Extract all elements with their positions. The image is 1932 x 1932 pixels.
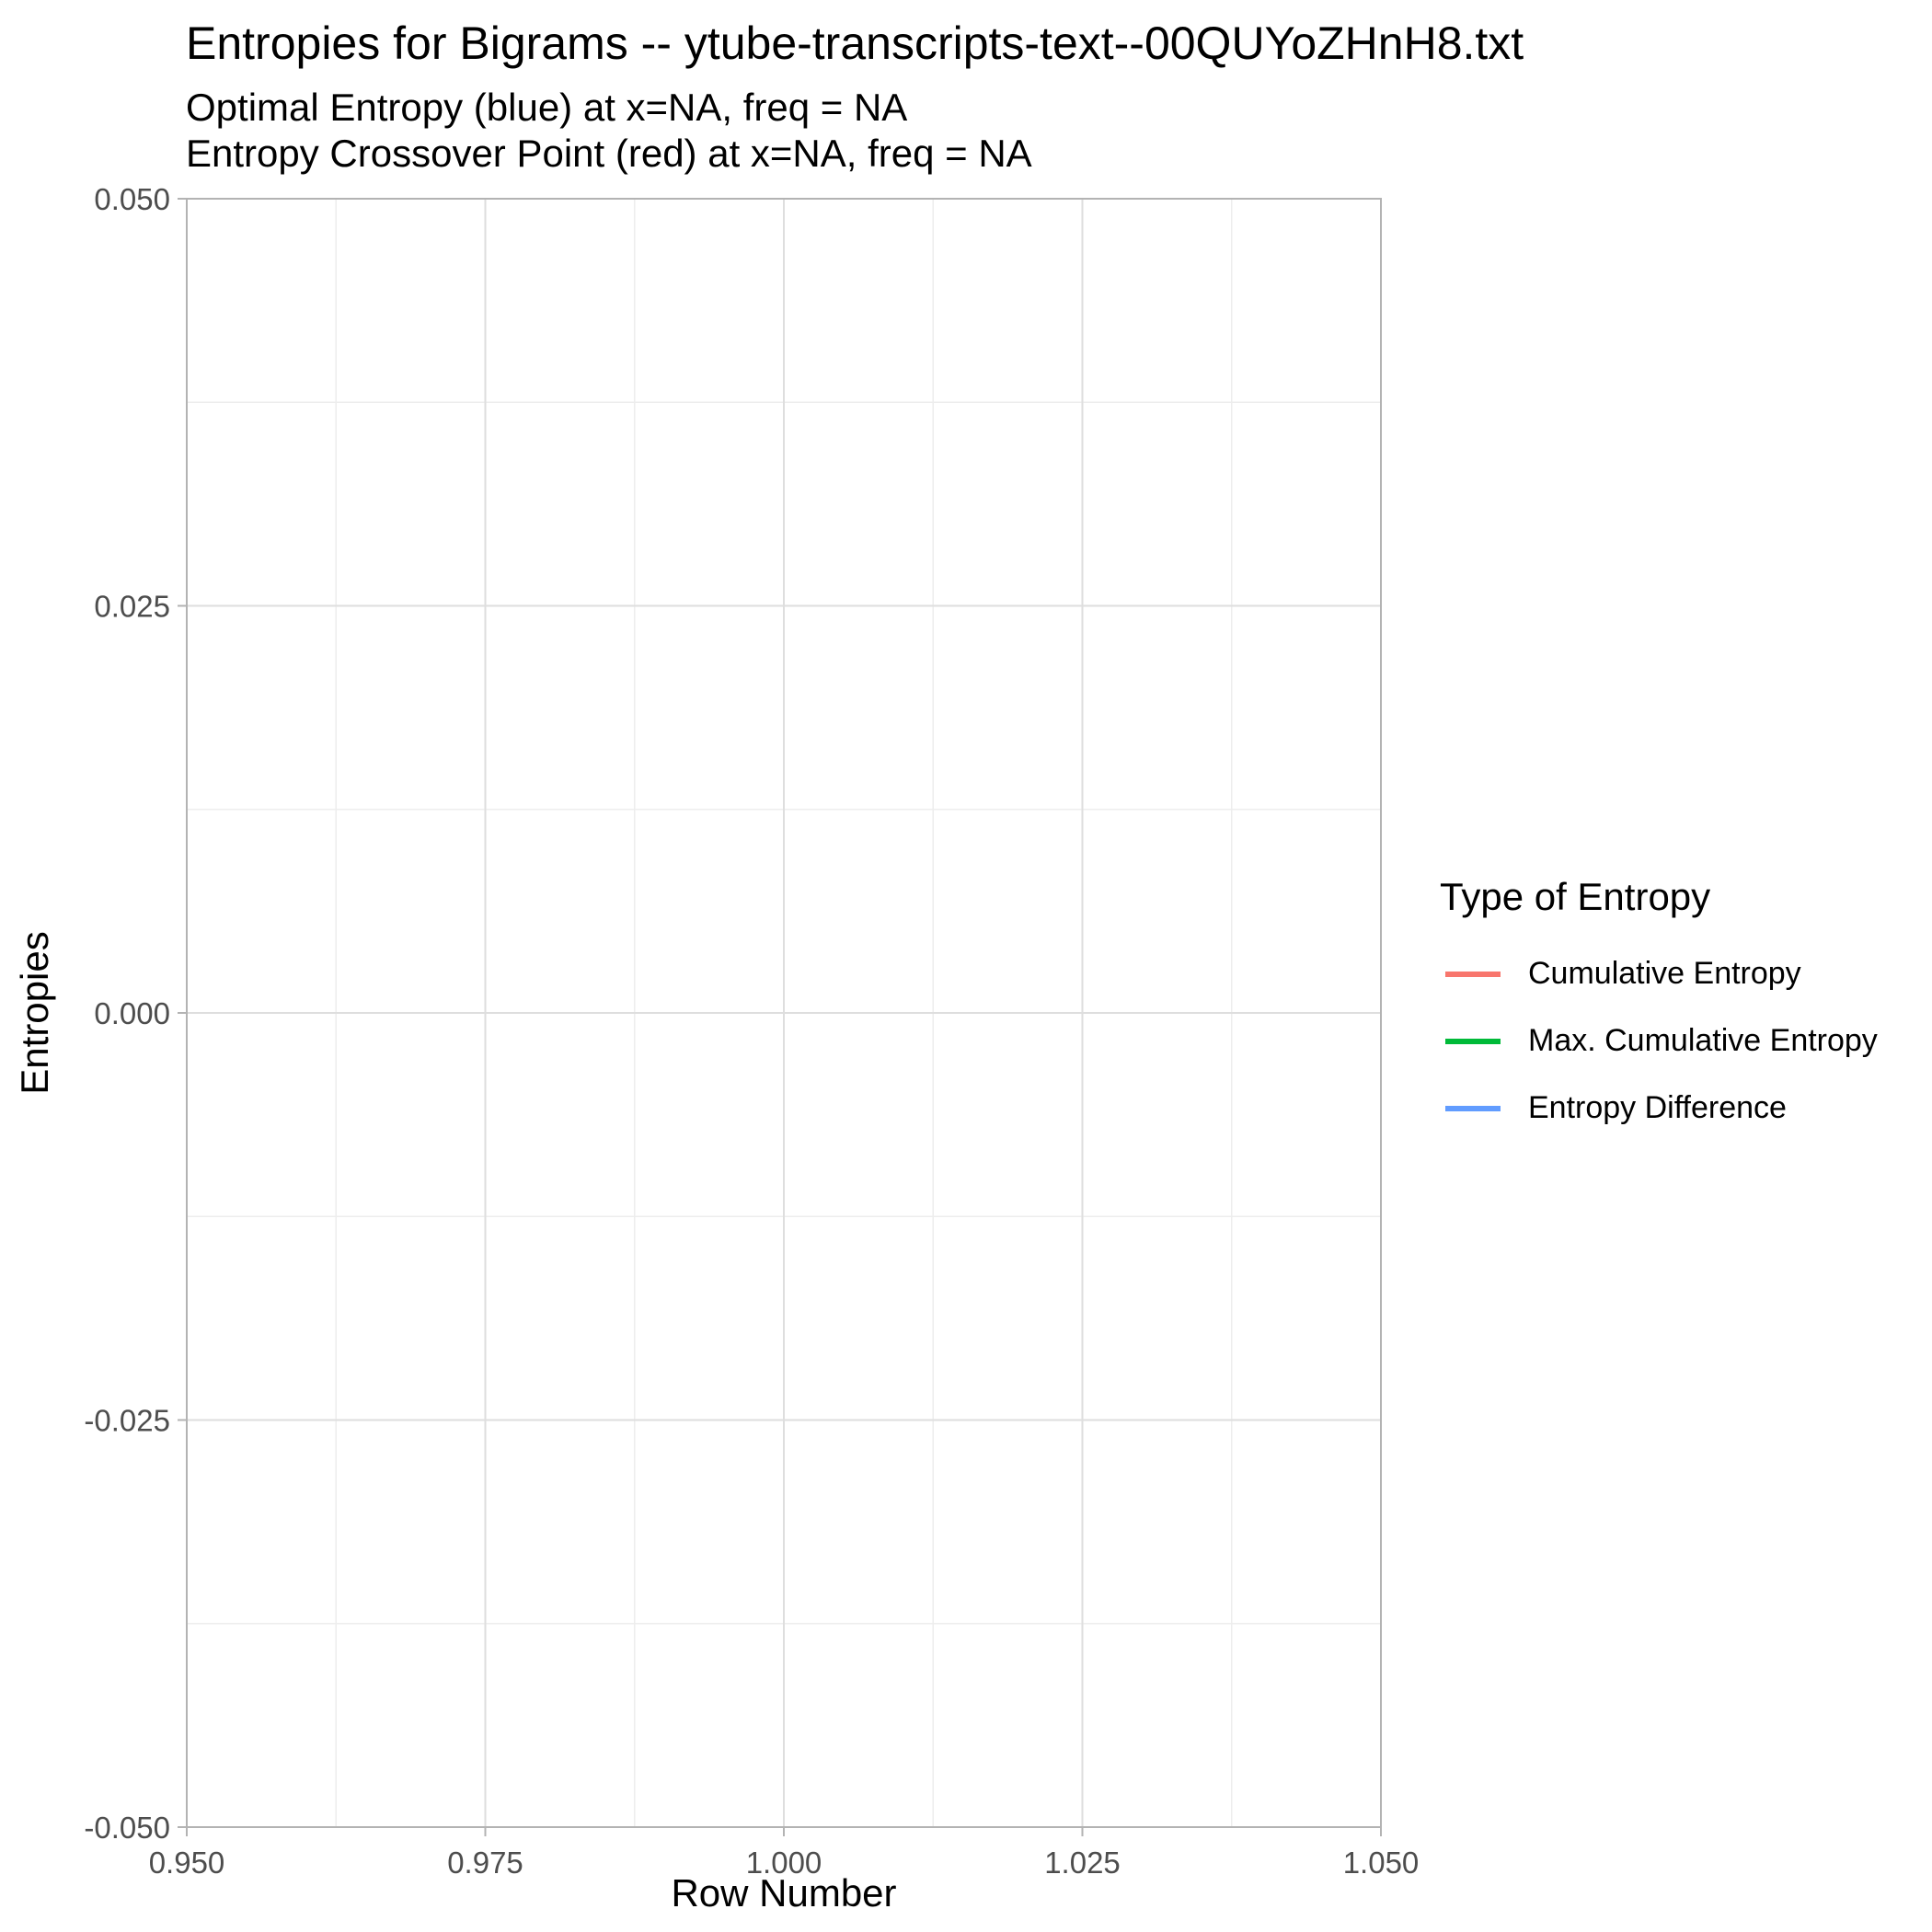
major-gridlines [186, 198, 1382, 1828]
legend-label: Max. Cumulative Entropy [1528, 1023, 1878, 1058]
y-tick-label: 0.000 [94, 996, 170, 1030]
chart-subtitle-crossover: Entropy Crossover Point (red) at x=NA, f… [186, 132, 1032, 175]
x-tick-label: 0.975 [447, 1846, 523, 1880]
legend-label: Entropy Difference [1528, 1090, 1787, 1125]
legend: Type of Entropy Cumulative Entropy Max. … [1440, 874, 1878, 1142]
legend-swatch [1445, 971, 1501, 977]
legend-item-entropy-difference: Entropy Difference [1440, 1075, 1878, 1142]
y-axis-ticks: -0.050 -0.025 0.000 0.025 0.050 [84, 182, 187, 1845]
y-tick-label: 0.025 [94, 590, 170, 624]
y-tick-label: 0.050 [94, 182, 170, 216]
legend-swatch [1445, 1105, 1501, 1111]
x-tick-label: 1.000 [746, 1846, 822, 1880]
x-axis-label: Row Number [671, 1871, 896, 1915]
legend-title: Type of Entropy [1440, 875, 1711, 918]
x-axis-ticks: 0.950 0.975 1.000 1.025 1.050 [149, 1827, 1420, 1880]
y-axis-label: Entropies [13, 931, 56, 1094]
x-tick-label: 1.025 [1044, 1846, 1121, 1880]
legend-item-max-cumulative-entropy: Max. Cumulative Entropy [1440, 1007, 1878, 1075]
x-tick-label: 0.950 [149, 1846, 225, 1880]
y-tick-label: -0.050 [84, 1811, 170, 1845]
legend-item-cumulative-entropy: Cumulative Entropy [1440, 940, 1878, 1007]
legend-label: Cumulative Entropy [1528, 956, 1801, 991]
chart-subtitle-optimal: Optimal Entropy (blue) at x=NA, freq = N… [186, 86, 908, 129]
chart-title: Entropies for Bigrams -- ytube-transcrip… [186, 17, 1524, 69]
x-tick-label: 1.050 [1343, 1846, 1420, 1880]
legend-swatch [1445, 1038, 1501, 1044]
y-tick-label: -0.025 [84, 1404, 170, 1438]
